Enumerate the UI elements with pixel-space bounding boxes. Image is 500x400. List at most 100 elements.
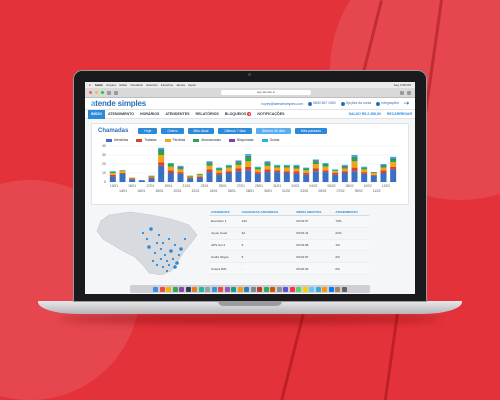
user-email[interactable]: noyes@atendesimples.com [261,101,303,106]
map-marker[interactable] [159,247,163,251]
dock-app-icon[interactable] [276,286,282,292]
minimize-window-button[interactable] [95,91,98,94]
dock-app-icon[interactable] [250,286,256,292]
map-marker[interactable] [175,261,179,265]
column-header[interactable]: MÉDIA MINUTOS [294,209,334,216]
map-marker[interactable] [151,259,155,263]
map-marker[interactable] [163,253,167,257]
map-marker[interactable] [167,237,171,241]
mac-menu-item[interactable]: Editar [119,83,128,87]
filter-mes-passado[interactable]: Mês passado [294,128,328,134]
dock-app-icon[interactable] [205,286,211,292]
menubar-clock[interactable]: Seg 4:58 PM [393,83,411,87]
dock-app-icon[interactable] [218,286,224,292]
map-marker[interactable] [155,263,159,267]
dock-app-icon[interactable] [283,286,289,292]
map-marker[interactable] [141,231,145,235]
dock-app-icon[interactable] [341,286,347,292]
map-marker[interactable] [173,243,177,247]
mac-menu-item[interactable]: Ajuda [187,83,196,87]
mac-menu-item[interactable]: Janela [176,83,185,87]
dock-app-icon[interactable] [211,286,217,292]
dock-app-icon[interactable] [315,286,321,292]
map-marker[interactable] [149,227,153,231]
table-row[interactable]: Escritório 1 143 00:04:07 73% [209,215,369,228]
tabs-icon[interactable] [407,90,411,95]
dock-app-icon[interactable] [166,286,172,292]
legend-item[interactable]: Atendidas [106,138,128,142]
map-marker[interactable] [165,259,169,263]
mac-menu-item[interactable]: Visualizar [130,83,144,87]
legend-item[interactable]: Tratadas [136,138,157,142]
integrations-link[interactable]: Integrações [376,101,399,106]
dock-app-icon[interactable] [185,286,191,292]
dock-app-icon[interactable] [244,286,250,292]
map-marker[interactable] [165,269,169,273]
back-icon[interactable] [107,90,111,95]
map-marker[interactable] [167,263,171,267]
map-marker[interactable] [157,233,161,237]
address-bar[interactable]: app.atende.io [221,90,311,95]
dock-app-icon[interactable] [179,286,185,292]
nav-item-relatorios[interactable]: RELATÓRIOS [195,111,219,116]
filter-ontem[interactable]: Ontem [161,128,184,134]
map-marker[interactable] [153,251,157,255]
map-marker[interactable] [171,257,175,261]
close-window-button[interactable] [89,91,92,94]
map-marker[interactable] [173,265,177,269]
dock-app-icon[interactable] [153,286,159,292]
recharge-link[interactable]: RECARREGAR [386,112,412,116]
nav-item-inicio[interactable]: INÍCIO [88,109,105,119]
zoom-window-button[interactable] [101,91,104,94]
dock-app-icon[interactable] [257,286,263,292]
apple-icon[interactable]: ● [89,83,91,87]
map-marker[interactable] [145,237,149,241]
dock-app-icon[interactable] [231,286,237,292]
map-marker[interactable] [177,253,181,257]
table-row[interactable]: Celera DID -00:00:03 0% [209,262,369,275]
nav-item-bloqueios[interactable]: BLOQUEIOS 2 [222,110,255,119]
share-icon[interactable] [400,90,404,95]
logo[interactable]: atende simples [91,99,146,108]
dock-app-icon[interactable] [302,286,308,292]
nav-item-atendentes[interactable]: ATENDENTES [165,111,190,116]
dock-app-icon[interactable] [309,286,315,292]
map-marker[interactable] [155,241,159,245]
table-row[interactable]: APS Cel 2 5 00:03:08 1% [209,239,369,252]
mac-menu-item[interactable]: Arquivo [106,83,117,87]
dock-app-icon[interactable] [263,286,269,292]
legend-item[interactable]: Bloqueadas [228,138,254,142]
table-row[interactable]: André Skype 5 00:04:07 2% [209,250,369,264]
column-header[interactable]: CHAMADAS ATENDIDAS [239,209,295,216]
nav-item-atendimento[interactable]: ATENDIMENTO [107,111,135,116]
map-marker[interactable] [179,247,183,251]
mac-menu-item[interactable]: Histórico [146,83,158,87]
dock-app-icon[interactable] [159,286,165,292]
map-marker[interactable] [147,245,151,249]
dock-app-icon[interactable] [328,286,334,292]
dock-app-icon[interactable] [322,286,328,292]
column-header[interactable]: ATENDENTE [209,209,240,216]
map-marker[interactable] [169,249,173,253]
legend-item[interactable]: Outras [261,138,279,142]
legend-item[interactable]: Perdidas [164,138,185,142]
map-marker[interactable] [159,257,163,261]
dock-app-icon[interactable] [198,286,204,292]
column-header[interactable]: ATENDIMENTO [333,209,369,216]
mac-menu-item[interactable]: Favoritos [160,83,174,87]
logout-icon[interactable]: ⇢ [403,101,409,107]
dock-app-icon[interactable] [224,286,230,292]
dock-app-icon[interactable] [335,286,341,292]
mac-menu-item[interactable]: Safari [94,83,104,87]
dock-app-icon[interactable] [172,286,178,292]
forward-icon[interactable] [114,90,118,95]
nav-item-notificacoes[interactable]: NOTIFICAÇÕES [257,111,285,116]
map-marker[interactable] [161,265,165,269]
account-options-link[interactable]: Opções da conta [340,101,371,106]
filter-mes-atual[interactable]: Mês Atual [187,128,215,134]
dock-app-icon[interactable] [289,286,295,292]
map-marker[interactable] [161,241,165,245]
dock-app-icon[interactable] [237,286,243,292]
dock-app-icon[interactable] [270,286,276,292]
table-row[interactable]: Joyce Coeli 42 00:03:41 21% [209,227,369,240]
